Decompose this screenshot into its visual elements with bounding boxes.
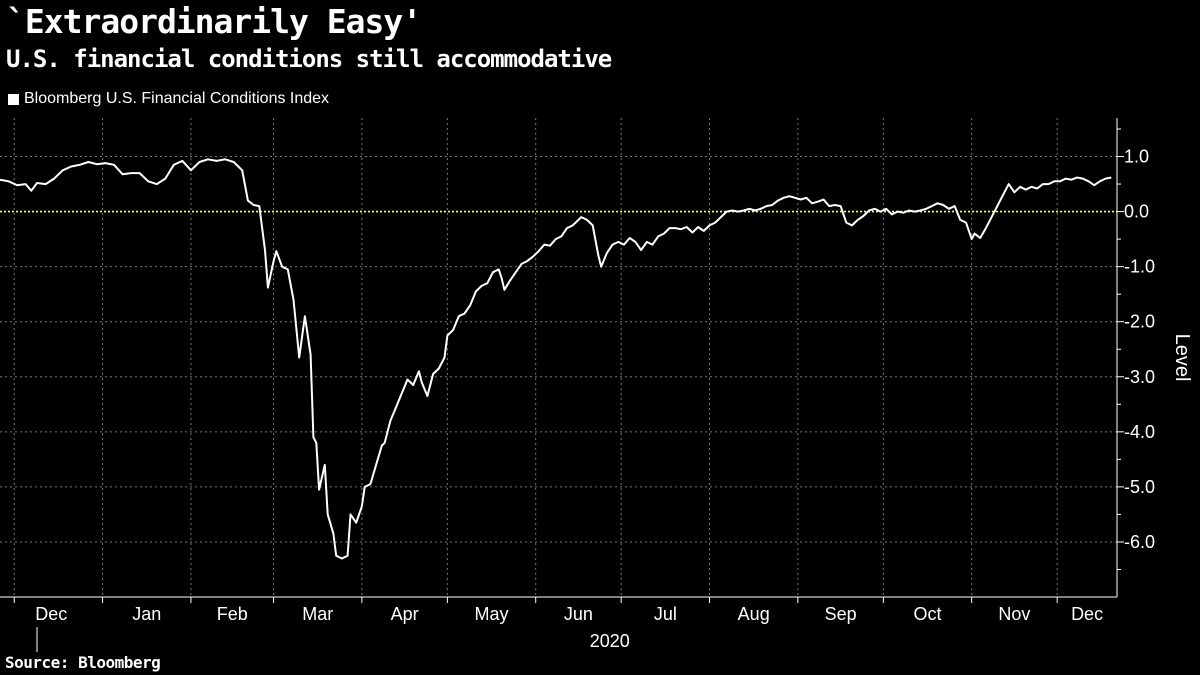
source-note: Source: Bloomberg <box>5 653 161 672</box>
x-tick-label: Oct <box>914 604 942 624</box>
y-axis-title: Level <box>1171 334 1193 382</box>
y-tick-label: -3.0 <box>1124 367 1155 387</box>
x-tick-label: Jul <box>654 604 677 624</box>
y-tick-label: -6.0 <box>1124 532 1155 552</box>
y-axis: 1.0 0.0 -1.0 -2.0 -3.0 -4.0 -5.0 -6.0 Level <box>1116 118 1193 597</box>
series-layer <box>0 158 1112 560</box>
x-tick-label: Nov <box>998 604 1030 624</box>
series-line-fci <box>0 158 1112 560</box>
x-tick-label: Jan <box>132 604 161 624</box>
x-tick-label: Dec <box>1071 604 1103 624</box>
y-tick-label: 0.0 <box>1124 202 1149 222</box>
legend-swatch <box>8 93 19 105</box>
x-tick-label: Dec <box>35 604 67 624</box>
y-tick-label: -5.0 <box>1124 477 1155 497</box>
y-tick-label: -4.0 <box>1124 422 1155 442</box>
chart-subtitle: U.S. financial conditions still accommod… <box>6 45 612 73</box>
legend-label: Bloomberg U.S. Financial Conditions Inde… <box>24 90 330 107</box>
x-tick-label: Aug <box>738 604 770 624</box>
legend: Bloomberg U.S. Financial Conditions Inde… <box>8 90 329 108</box>
y-tick-label: 1.0 <box>1124 147 1149 167</box>
x-tick-label: Feb <box>217 604 248 624</box>
x-axis: Dec Jan Feb Mar Apr May Jun Jul Aug Sep Oct Nov Dec 2… <box>0 596 1117 652</box>
y-tick-label: -1.0 <box>1124 257 1155 277</box>
x-tick-label: Jun <box>564 604 593 624</box>
x-tick-label: Sep <box>825 604 857 624</box>
x-tick-label: Apr <box>391 604 419 624</box>
grid <box>0 118 1117 597</box>
chart-title: `Extraordinarily Easy' <box>6 2 422 41</box>
x-year-label: 2020 <box>590 631 630 651</box>
x-tick-label: May <box>475 604 509 624</box>
x-tick-label: Mar <box>302 604 333 624</box>
y-tick-label: -2.0 <box>1124 312 1155 332</box>
